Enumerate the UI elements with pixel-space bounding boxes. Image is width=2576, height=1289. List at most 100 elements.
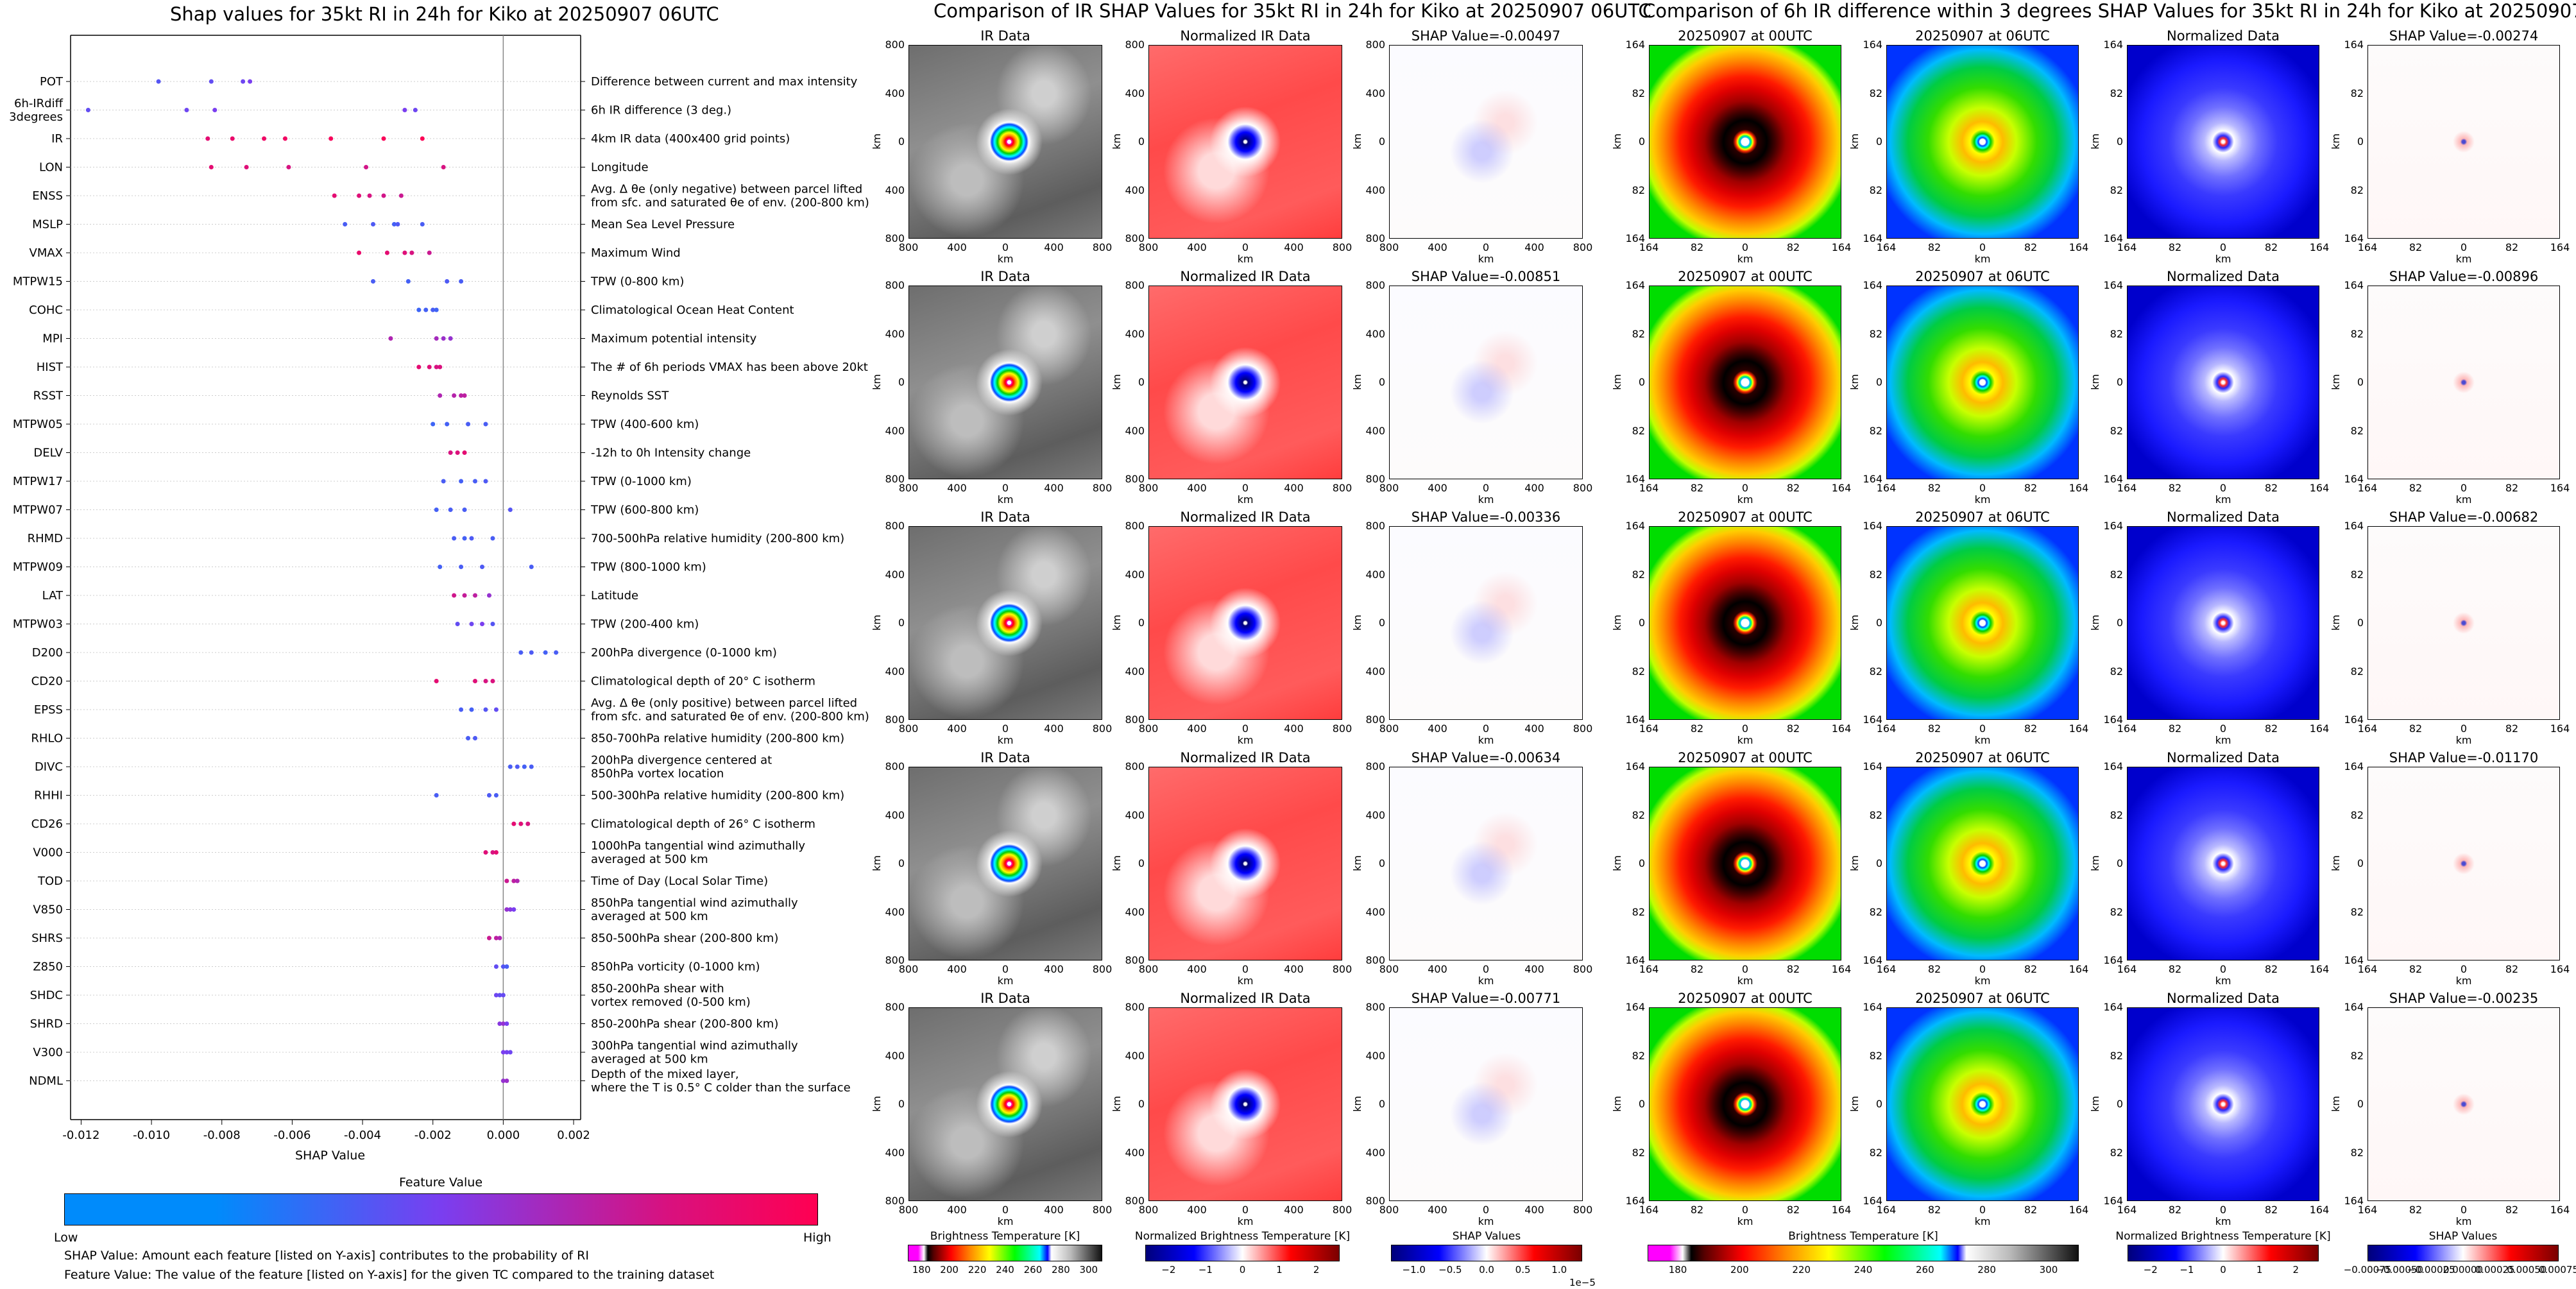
y-tick-label: 164 [2344, 954, 2364, 966]
panel-title: 20250907 at 06UTC [1915, 269, 2050, 284]
y-tick-label: 0 [1875, 857, 1882, 869]
x-tick-label: 0 [2460, 963, 2468, 975]
x-tick-label: 800 [898, 241, 919, 253]
feature-desc-label: 200hPa divergence centered at 850hPa vort… [591, 754, 772, 781]
x-axis-label: km [997, 975, 1014, 987]
x-axis-label: km [2455, 1215, 2472, 1227]
shap-point [244, 165, 249, 169]
x-tick-label: 0 [2460, 241, 2468, 253]
shap-point [328, 136, 334, 141]
shap-point [85, 108, 90, 112]
y-tick-label: 800 [885, 473, 905, 485]
y-tick-label: 164 [1863, 38, 1882, 51]
y-axis-label: km [1351, 1096, 1363, 1112]
x-tick-label: 400 [1524, 722, 1544, 735]
x-tick-label: 400 [1187, 482, 1207, 494]
y-tick-label: 164 [1625, 473, 1645, 485]
shap-point [156, 79, 161, 84]
y-tick-label: 400 [1125, 87, 1145, 99]
feature-desc-label: 200hPa divergence (0-1000 km) [591, 646, 777, 660]
y-tick-label: 82 [2350, 87, 2364, 99]
colorbar-tick: 0 [2220, 1264, 2226, 1276]
x-tick-label: 800 [1332, 482, 1352, 494]
x-tick-label: 0 [1002, 241, 1009, 253]
x-tick-label: 82 [2409, 1204, 2423, 1216]
x-tick-label: 82 [2505, 482, 2519, 494]
panel-title: IR Data [980, 991, 1030, 1006]
ir6h-image-panel [2367, 1007, 2560, 1201]
ir6h-image-panel [1649, 1007, 1841, 1201]
x-tick-label: 400 [1524, 963, 1544, 975]
x-tick-label: 800 [1573, 963, 1593, 975]
x-axis-label: km [2455, 734, 2472, 746]
feature-short-label: EPSS [34, 703, 63, 717]
x-tick-label: 400 [947, 241, 967, 253]
y-tick-label: 0 [2116, 1098, 2123, 1110]
feature-desc-label: 4km IR data (400x400 grid points) [591, 132, 790, 146]
y-axis-label: km [1351, 855, 1363, 871]
y-tick-label: 0 [1638, 617, 1645, 629]
feature-short-label: MTPW17 [13, 475, 63, 488]
x-axis-label: km [2215, 493, 2231, 506]
x-tick-label: 164 [2550, 241, 2570, 253]
x-tick-label: 800 [1092, 482, 1113, 494]
x-tick-label: 82 [2264, 482, 2278, 494]
panel-title: Normalized Data [2167, 509, 2280, 525]
x-tick-label: 164 [1831, 963, 1852, 975]
shap-point [504, 964, 509, 969]
shap-point [508, 508, 513, 512]
y-tick-label: 82 [1869, 808, 1882, 821]
colorbar-tick: −0.00050 [2375, 1264, 2423, 1276]
y-tick-label: 400 [885, 87, 905, 99]
shap-point [420, 136, 425, 141]
feature-desc-label: Difference between current and max inten… [591, 75, 858, 89]
shap-point [409, 250, 414, 255]
y-tick-label: 164 [2103, 520, 2123, 532]
note-feature-value: Feature Value: The value of the feature … [64, 1268, 715, 1282]
y-axis-label: km [870, 1096, 883, 1112]
shap-point [434, 793, 439, 798]
shap-point [469, 622, 474, 626]
x-tick-label: 164 [1876, 1204, 1897, 1216]
colorbar-tick: −1 [1198, 1264, 1213, 1276]
shap-point [515, 764, 520, 769]
shap-point [497, 935, 502, 941]
x-tick-label: 82 [1786, 1204, 1800, 1216]
ir6h-image-panel [1886, 767, 2079, 960]
x-tick-label: 400 [1428, 482, 1447, 494]
y-axis-label: km [1848, 374, 1861, 390]
colorbar-tick: 260 [1915, 1264, 1934, 1276]
shap-point [367, 193, 372, 198]
feature-short-label: COHC [29, 303, 63, 317]
x-tick-label: 0 [1002, 482, 1009, 494]
y-tick-label: 800 [1365, 38, 1385, 51]
x-axis-label: km [2215, 975, 2231, 987]
feature-desc-label: Depth of the mixed layer, where the T is … [591, 1068, 851, 1095]
y-tick-label: 0 [1875, 1098, 1882, 1110]
y-tick-label: 0 [2357, 617, 2364, 629]
y-axis-label: km [2329, 615, 2342, 631]
y-tick-label: 82 [1632, 87, 1645, 99]
feature-desc-label: TPW (400-600 km) [590, 418, 699, 431]
y-tick-label: 82 [1869, 87, 1882, 99]
y-axis-label: km [1610, 615, 1623, 631]
colorbar-tick: 240 [1854, 1264, 1873, 1276]
y-tick-label: 400 [1365, 424, 1385, 437]
x-tick-label: 400 [1284, 963, 1304, 975]
x-tick-label: 800 [1332, 241, 1352, 253]
y-tick-label: 82 [1632, 665, 1645, 678]
x-tick-label: 0.002 [557, 1129, 590, 1142]
panel-title: 20250907 at 00UTC [1678, 509, 1813, 525]
shap-point [438, 393, 443, 398]
shap-point [441, 336, 446, 341]
x-tick-label: 164 [2357, 1204, 2378, 1216]
feature-desc-label: Longitude [591, 161, 649, 175]
shap-point [504, 1050, 509, 1055]
y-tick-label: 82 [1632, 568, 1645, 581]
panel-title: 20250907 at 06UTC [1915, 28, 2050, 44]
feature-short-label: V000 [33, 846, 63, 860]
x-tick-label: 82 [1786, 963, 1800, 975]
y-tick-label: 0 [1138, 857, 1145, 869]
panel-title: SHAP Value=-0.00235 [2389, 991, 2539, 1006]
shap-point [391, 222, 397, 226]
